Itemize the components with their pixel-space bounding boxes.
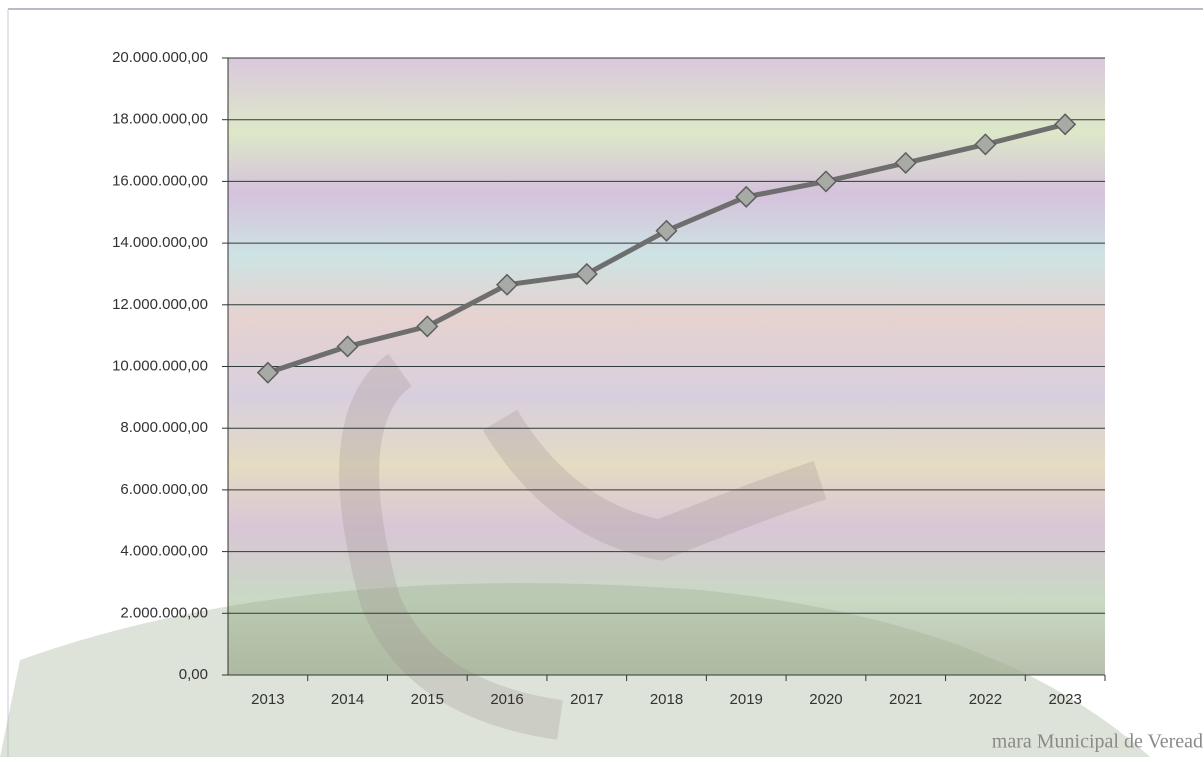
x-tick-label: 2020 [809,691,842,708]
x-tick-label: 2014 [331,691,364,708]
data-point [974,133,997,156]
data-point [655,219,678,242]
x-tick-label: 2013 [251,691,284,708]
data-point [814,170,838,193]
x-tick-label: 2019 [730,691,763,708]
x-tick-label: 2016 [490,691,523,708]
y-tick-label: 6.000.000,00 [120,481,208,498]
data-point [336,335,359,358]
x-tick-label: 2017 [570,691,603,708]
y-tick-label: 14.000.000,00 [112,234,208,251]
y-tick-label: 12.000.000,00 [112,296,208,313]
y-tick-label: 10.000.000,00 [112,357,208,374]
y-tick-label: 4.000.000,00 [120,543,208,560]
x-tick-label: 2023 [1048,691,1081,708]
x-tick-label: 2015 [411,691,444,708]
data-point [495,273,519,296]
x-tick-label: 2022 [969,691,1002,708]
data-point [894,151,917,174]
data-point [1054,113,1077,136]
x-tick-label: 2021 [889,691,922,708]
footer-text: mara Municipal de Veread [992,731,1203,753]
y-tick-label: 2.000.000,00 [120,604,208,621]
watermark-swirl [339,353,827,740]
x-tick-label: 2018 [650,691,683,708]
y-tick-label: 0,00 [179,666,208,683]
y-tick-label: 20.000.000,00 [112,49,208,66]
data-point [575,262,598,286]
data-point [735,185,758,208]
y-tick-label: 8.000.000,00 [120,419,208,436]
watermark [0,583,1150,757]
data-point [256,361,279,384]
y-tick-label: 18.000.000,00 [112,111,208,128]
data-point [416,315,439,338]
y-tick-label: 16.000.000,00 [112,172,208,189]
